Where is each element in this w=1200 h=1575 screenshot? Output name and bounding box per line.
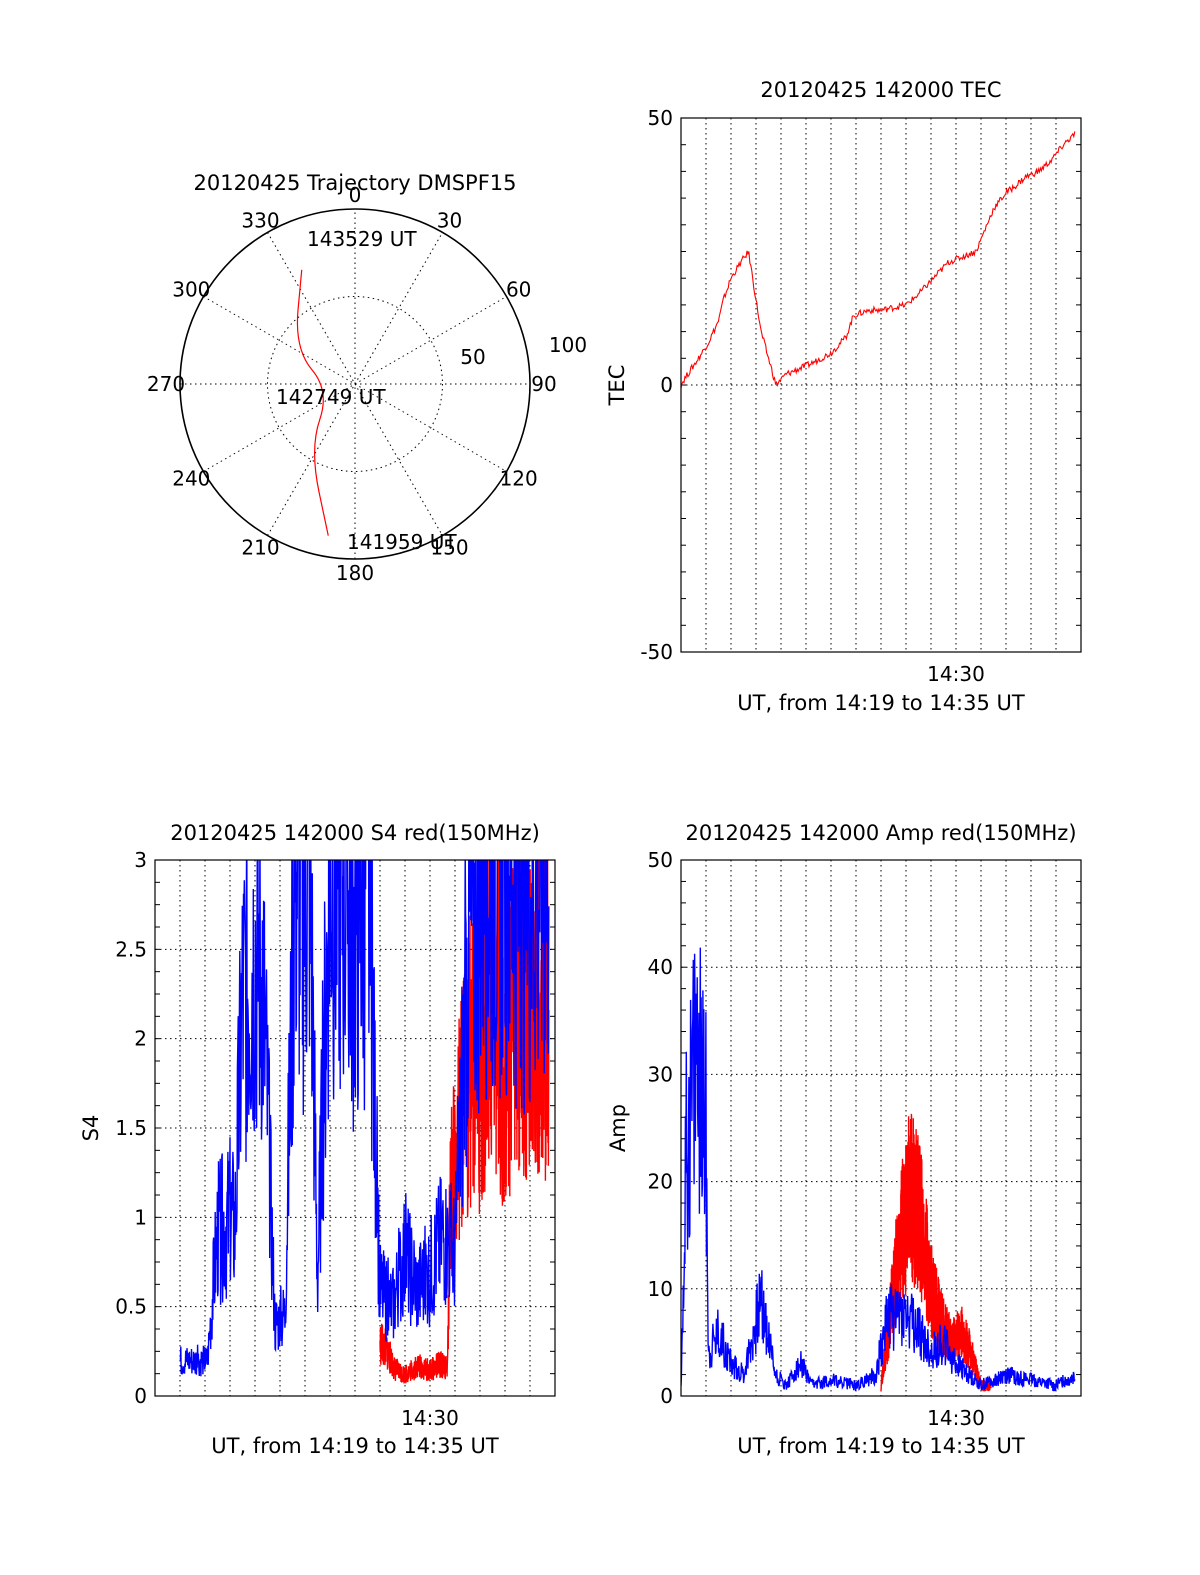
x-tick-label: 14:30 bbox=[401, 1406, 459, 1430]
y-tick-label: 2.5 bbox=[115, 937, 147, 961]
series-line-b bbox=[179, 860, 550, 1377]
y-tick-label: 10 bbox=[648, 1277, 673, 1301]
tec-title: 20120425 142000 TEC bbox=[760, 78, 1001, 102]
tec-y-axis-label: TEC bbox=[605, 365, 629, 407]
series-line-a bbox=[681, 131, 1076, 389]
y-tick-label: 50 bbox=[648, 106, 673, 130]
polar-angle-label: 270 bbox=[147, 372, 185, 396]
polar-trajectory-plot: 20120425 Trajectory DMSPF15 0 30 60 90 120 15… bbox=[147, 171, 587, 585]
amp-plot: 20120425 142000 Amp red(150MHz) Amp UT, … bbox=[606, 821, 1082, 1458]
polar-grid bbox=[179, 208, 531, 560]
tec-plot: 20120425 142000 TEC TEC UT, from 14:19 t… bbox=[605, 78, 1082, 715]
y-tick-label: 1.5 bbox=[115, 1116, 147, 1140]
series-layer bbox=[681, 947, 1076, 1392]
series-layer bbox=[179, 860, 550, 1384]
x-tick-label: 14:30 bbox=[927, 662, 985, 686]
amp-title: 20120425 142000 Amp red(150MHz) bbox=[685, 821, 1076, 845]
amp-y-axis-label: Amp bbox=[606, 1104, 630, 1152]
plot-frame bbox=[154, 859, 556, 1397]
y-tick-label: 40 bbox=[648, 955, 673, 979]
polar-angle-label: 180 bbox=[336, 561, 374, 585]
polar-series bbox=[296, 269, 329, 536]
y-tick-label: 50 bbox=[648, 848, 673, 872]
polar-angle-label: 330 bbox=[241, 208, 279, 232]
plot-frame bbox=[680, 859, 1082, 1397]
polar-angle-label: 150 bbox=[430, 536, 468, 560]
series-line-a bbox=[880, 1113, 992, 1392]
s4-x-axis-label: UT, from 14:19 to 14:35 UT bbox=[211, 1434, 499, 1458]
polar-angle-label: 300 bbox=[172, 278, 210, 302]
polar-angle-label: 90 bbox=[531, 372, 556, 396]
y-tick-label: 0.5 bbox=[115, 1295, 147, 1319]
polar-ring-50 bbox=[267, 296, 443, 472]
polar-trajectory-line bbox=[296, 269, 329, 536]
polar-angle-label: 120 bbox=[500, 467, 538, 491]
s4-y-axis-label: S4 bbox=[79, 1115, 103, 1142]
polar-radius-label: 100 bbox=[549, 333, 587, 357]
y-tick-label: 2 bbox=[134, 1027, 147, 1051]
polar-angle-labels: 0 30 60 90 120 150 180 210 240 270 300 330 50 100 bbox=[147, 183, 587, 585]
series-line-b bbox=[681, 947, 1076, 1392]
y-tick-label: 20 bbox=[648, 1170, 673, 1194]
polar-angle-label: 240 bbox=[172, 467, 210, 491]
tec-x-axis-label: UT, from 14:19 to 14:35 UT bbox=[737, 691, 1025, 715]
x-tick-label: 14:30 bbox=[927, 1406, 985, 1430]
y-tick-label: 3 bbox=[134, 848, 147, 872]
y-tick-label: 0 bbox=[660, 373, 673, 397]
s4-title: 20120425 142000 S4 red(150MHz) bbox=[170, 821, 540, 845]
polar-radius-label: 50 bbox=[460, 345, 485, 369]
polar-angle-label: 210 bbox=[241, 536, 279, 560]
y-tick-label: 0 bbox=[134, 1384, 147, 1408]
polar-title: 20120425 Trajectory DMSPF15 bbox=[193, 171, 516, 195]
polar-time-annotation: 142749 UT bbox=[276, 385, 386, 409]
polar-angle-label: 0 bbox=[349, 183, 362, 207]
polar-time-annotation: 141959 UT bbox=[347, 530, 457, 554]
polar-time-annotation: 143529 UT bbox=[307, 227, 417, 251]
series-layer bbox=[681, 131, 1076, 389]
polar-angle-label: 60 bbox=[506, 278, 531, 302]
s4-plot: 20120425 142000 S4 red(150MHz) S4 UT, fr… bbox=[79, 821, 556, 1458]
plot-frame bbox=[680, 117, 1082, 653]
y-tick-label: 1 bbox=[134, 1205, 147, 1229]
y-tick-label: -50 bbox=[640, 640, 673, 664]
y-tick-label: 30 bbox=[648, 1062, 673, 1086]
polar-spoke bbox=[267, 232, 443, 536]
polar-annotations: 143529 UT 142749 UT 141959 UT bbox=[276, 227, 457, 554]
y-tick-label: 0 bbox=[660, 1384, 673, 1408]
amp-x-axis-label: UT, from 14:19 to 14:35 UT bbox=[737, 1434, 1025, 1458]
polar-angle-label: 30 bbox=[437, 208, 462, 232]
